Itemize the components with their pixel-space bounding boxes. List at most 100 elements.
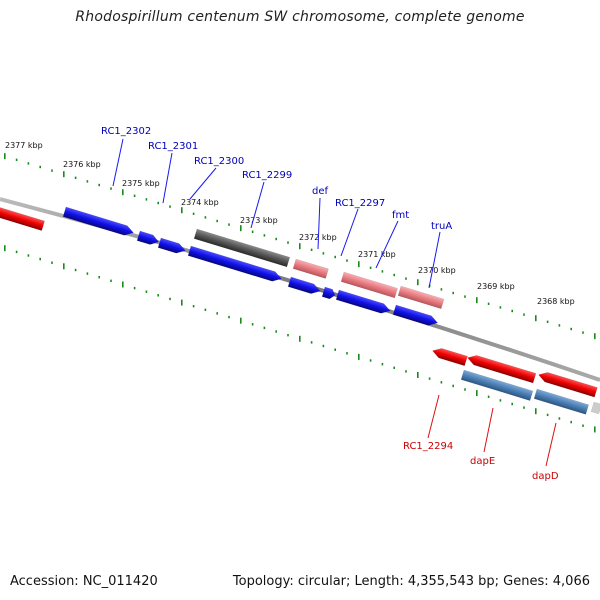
gene-arrow-dapd[interactable] [537,370,598,398]
gene-arrow-truA-b[interactable] [392,304,439,328]
gene-arrow-rc1-2301-b[interactable] [157,237,187,255]
inner-scale-tick [216,312,218,315]
gene-label-fmt[interactable]: fmt [392,210,409,221]
outer-scale-tick [228,223,230,226]
inner-scale-tick [393,366,395,369]
inner-scale-tick [51,261,53,264]
outer-scale-tick [169,205,171,208]
outer-scale-tick [417,279,419,286]
outer-scale-tick [299,243,301,250]
outer-scale-tick [181,207,183,214]
gene-arrow-rc1-2294[interactable] [431,346,468,367]
outer-scale-tick [192,212,195,215]
gene-arrow-rc1-2300-gray[interactable] [193,228,291,268]
genome-summary-text: Topology: circular; Length: 4,355,543 bp… [232,574,590,589]
outer-scale-tick [523,313,525,316]
inner-scale-tick [594,426,596,433]
inner-scale-tick [27,254,30,257]
gene-arrow-rc1-2302[interactable] [62,206,135,238]
outer-scale-tick [240,225,242,232]
inner-scale-tick [263,326,266,330]
outer-scale-tick [570,327,572,331]
gene-label-rc1-2297[interactable]: RC1_2297 [335,198,385,209]
gene-arrow-fmt[interactable] [397,285,445,310]
inner-scale-tick [251,323,254,326]
inner-scale-tick [98,276,100,279]
forward-gene-labels [112,138,441,289]
tick-label: 2372 kbp [299,233,337,242]
inner-scale-tick [464,388,466,391]
outer-scale-tick [110,187,112,190]
inner-scale-tick [63,263,65,270]
outer-scale-tick [275,237,277,241]
gene-arrow-dape[interactable] [466,353,537,384]
outer-scale-tick [546,320,549,323]
gene-label-def[interactable]: def [312,186,329,197]
gene-arrow-truA-a[interactable] [335,289,392,316]
accession-text: Accession: NC_011420 [10,574,158,589]
outer-scale-tick [582,331,584,334]
tick-label: 2373 kbp [240,216,278,225]
outer-scale-tick [405,277,407,280]
gene-label-dape[interactable]: dapE [470,456,495,467]
outer-scale-tick [287,241,289,244]
tick-label: 2374 kbp [181,198,219,207]
outer-scale-tick [440,288,443,291]
gene-arrow-def[interactable] [292,258,329,279]
inner-scale-tick [334,348,336,351]
gene-arrow-steel-b[interactable] [533,388,589,415]
gene-arrow-edge-gray[interactable] [590,401,600,415]
tick-label: 2368 kbp [537,297,575,306]
outer-scale-tick [204,216,207,219]
outer-scale-tick [487,302,490,305]
outer-scale-tick [535,315,537,322]
inner-scale-tick [511,402,513,406]
gene-label-rc1-2294[interactable]: RC1_2294 [403,441,453,452]
inner-scale-tick [157,294,159,297]
outer-scale-tick [86,180,89,183]
gene-label-rc1-2299[interactable]: RC1_2299 [242,170,292,181]
inner-scale-tick [499,399,502,402]
gene-label-rc1-2300[interactable]: RC1_2300 [194,156,244,167]
gene-label-dapd[interactable]: dapD [532,471,559,482]
gene-arrow-rc1-2297[interactable] [340,271,398,299]
forward-gene-label-text: RC1_2302 RC1_2301 RC1_2300 RC1_2299 def … [101,126,452,232]
outer-scale-tick [216,219,218,223]
gene-arrow-left-edge[interactable] [0,205,45,231]
tick-label: 2376 kbp [63,160,101,169]
inner-scale-tick [240,317,242,324]
outer-scale-tick [511,309,513,313]
gene-arrow-steel-a[interactable] [460,369,534,401]
inner-scale-tick [369,359,372,362]
inner-scale-tick [322,344,325,348]
outer-scale-tick [39,165,41,169]
outer-scale-tick [464,295,466,298]
outer-scale-tick [499,306,502,309]
gene-arrows[interactable] [0,205,600,415]
inner-scale-tick [275,330,277,333]
inner-scale-tick [145,290,148,293]
outer-scale-tick [358,261,360,268]
inner-scale-tick [558,417,561,420]
tick-label: 2370 kbp [418,266,456,275]
outer-scale-tick [145,198,148,201]
inner-scale-tick [181,299,183,306]
gene-arrow-small-b[interactable] [321,286,336,300]
inner-scale-tick [169,297,171,301]
inner-scale-tick [405,370,407,373]
outer-scale-tick [381,270,384,273]
gene-arrow-rc1-2299[interactable] [187,245,283,284]
gene-label-rc1-2301[interactable]: RC1_2301 [148,141,198,152]
inner-scale-tick [570,420,572,424]
gene-label-rc1-2302[interactable]: RC1_2302 [101,126,151,137]
gene-arrow-rc1-2301-a[interactable] [136,230,160,247]
gene-arrow-small-a[interactable] [287,276,322,296]
inner-scale-tick [487,395,490,398]
gene-label-trua[interactable]: truA [431,221,452,232]
outer-scale-tick [15,158,18,161]
inner-scale-tick [346,352,348,355]
inner-scale-tick [122,281,124,288]
inner-scale-tick [476,390,478,397]
outer-scale-tick [27,162,30,165]
